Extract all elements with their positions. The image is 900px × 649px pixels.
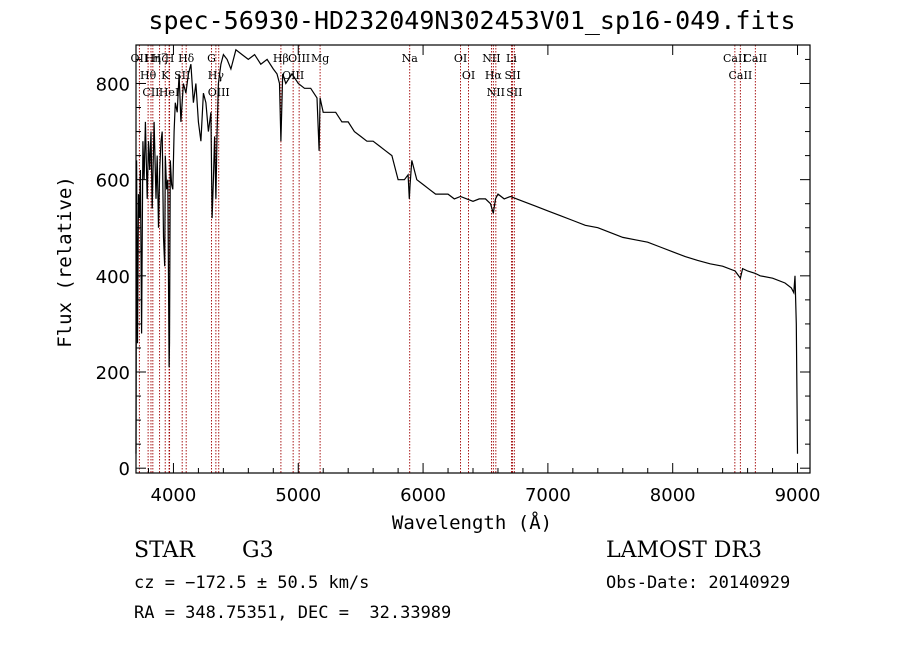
line-marker-label-22: NII — [487, 86, 505, 99]
line-marker-label-6: HeI — [159, 86, 179, 99]
line-marker-label-13: Hβ — [273, 52, 289, 65]
y-tick-label-1: 200 — [96, 363, 130, 384]
plot-frame — [135, 44, 811, 474]
line-marker-label-4: Hζ — [152, 52, 168, 65]
line-marker-label-20: NII — [482, 52, 500, 65]
line-marker-label-1: Hθ — [140, 69, 157, 82]
line-marker-label-23: Li — [506, 52, 517, 65]
line-marker-label-5: K — [161, 69, 170, 82]
x-tick-label-0: 4000 — [151, 485, 197, 506]
redshift-text: cz = −172.5 ± 50.5 km/s — [134, 573, 370, 593]
coordinates: RA = 348.75351, DEC = 32.33989 — [134, 603, 452, 623]
obs-date: Obs-Date: 20140929 — [606, 573, 791, 593]
line-marker-label-25: SII — [506, 86, 522, 99]
y-axis-ticks: 0 200 400 600 800 — [96, 58, 810, 480]
object-class: STAR — [134, 538, 195, 563]
x-tick-label-1: 5000 — [275, 485, 321, 506]
line-marker-label-24: SII — [504, 69, 520, 82]
line-marker-label-26: CaII — [723, 52, 747, 65]
line-marker-label-7: H — [165, 52, 175, 65]
line-marker-label-11: Hγ — [208, 69, 225, 82]
x-tick-label-5: 9000 — [775, 485, 821, 506]
line-marker-label-18: OI — [454, 52, 467, 65]
x-axis-ticks: 4000 5000 6000 7000 8000 9000 — [147, 45, 821, 506]
spectrum-series-line — [135, 48, 799, 454]
x-tick-label-3: 7000 — [525, 485, 571, 506]
line-marker-label-9: Hδ — [178, 52, 195, 65]
y-axis-label: Flux (relative) — [54, 176, 76, 348]
y-tick-label-2: 400 — [96, 267, 130, 288]
line-marker-label-17: Na — [402, 52, 419, 65]
chart-title: spec-56930-HD232049N302453V01_sp16-049.f… — [148, 6, 796, 35]
line-marker-label-28: CaII — [743, 52, 767, 65]
line-marker-label-16: Mg — [311, 52, 329, 65]
line-marker-label-15: OIII — [288, 52, 310, 65]
line-marker-label-19: OI — [462, 69, 475, 82]
object-subclass: G3 — [242, 538, 274, 563]
line-marker-label-2: CII — [142, 86, 159, 99]
line-marker-label-3: Hη — [145, 52, 161, 65]
survey-label: LAMOST DR3 — [606, 538, 762, 563]
line-marker-label-8: SII — [174, 69, 190, 82]
x-tick-label-4: 8000 — [650, 485, 696, 506]
line-marker-label-10: G — [207, 52, 216, 65]
y-tick-label-4: 800 — [96, 74, 130, 95]
x-axis-label: Wavelength (Å) — [392, 511, 552, 534]
y-tick-label-3: 600 — [96, 171, 130, 192]
line-marker-label-21: Hα — [485, 69, 503, 82]
y-tick-label-0: 0 — [119, 459, 130, 480]
line-marker-label-27: CaII — [729, 69, 753, 82]
line-marker-label-0: OII — [131, 52, 149, 65]
x-tick-label-2: 6000 — [400, 485, 446, 506]
line-marker-lines — [138, 45, 756, 473]
